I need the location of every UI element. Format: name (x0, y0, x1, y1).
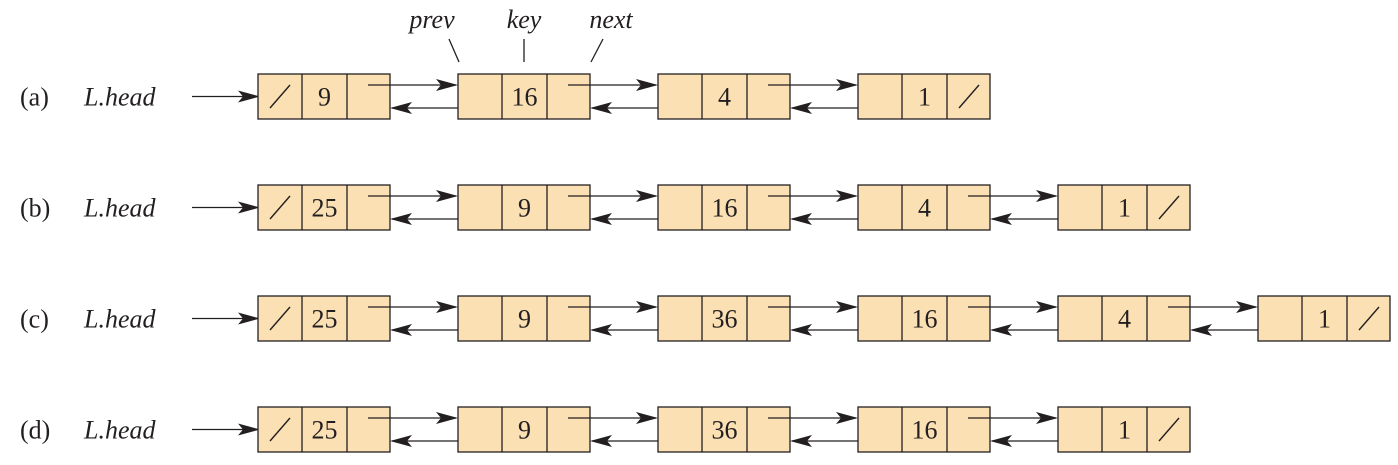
list-node: 16 (657, 184, 880, 231)
nil-prev-slash (269, 417, 291, 442)
node-box (857, 73, 991, 120)
nil-next-slash (1158, 195, 1180, 220)
node-key: 16 (512, 83, 538, 112)
node-key: 16 (712, 194, 738, 223)
list-node: 4 (1057, 295, 1280, 342)
node-box (1057, 184, 1191, 231)
node-box (857, 406, 991, 453)
list-node: 36 (657, 406, 880, 453)
list-node: 9 (457, 295, 680, 342)
node-key: 25 (312, 416, 338, 445)
node-box (857, 184, 991, 231)
node-box (457, 73, 591, 120)
head-label: L.head (83, 194, 157, 223)
node-key: 16 (912, 416, 938, 445)
list-row: (d) L.head 25 9 36 16 1 (20, 406, 1191, 453)
node-key: 36 (712, 416, 738, 445)
nil-prev-slash (269, 195, 291, 220)
list-node: 16 (857, 295, 1080, 342)
list-row: (b) L.head 25 9 16 4 1 (20, 184, 1191, 231)
key-field-label: key (507, 5, 542, 34)
node-key: 1 (1118, 416, 1131, 445)
next-field-label: next (589, 5, 633, 34)
nil-next-slash (1358, 306, 1380, 331)
list-node: 9 (457, 184, 680, 231)
list-row: (c) L.head 25 9 36 16 4 1 (20, 295, 1391, 342)
node-key: 25 (312, 194, 338, 223)
node-key: 9 (518, 416, 531, 445)
list-node: 9 (257, 73, 480, 120)
node-box (1057, 406, 1191, 453)
node-box (1057, 295, 1191, 342)
node-box (657, 73, 791, 120)
list-node: 16 (857, 406, 1080, 453)
node-key: 4 (918, 194, 931, 223)
row-label: (a) (20, 83, 49, 112)
node-box (1257, 295, 1391, 342)
list-node: 36 (657, 295, 880, 342)
nil-next-slash (958, 84, 980, 109)
node-box (457, 295, 591, 342)
nil-prev-slash (269, 84, 291, 109)
node-key: 25 (312, 305, 338, 334)
field-legend: prev key next (407, 5, 633, 63)
list-row: (a) L.head 9 16 4 1 (20, 73, 991, 120)
node-key: 9 (318, 83, 331, 112)
prev-field-label: prev (407, 5, 455, 34)
next-field-pointer-line (590, 38, 604, 63)
node-box (457, 184, 591, 231)
prev-field-pointer-line (448, 38, 460, 63)
node-box (657, 295, 791, 342)
list-node: 1 (857, 73, 991, 120)
list-node: 1 (1257, 295, 1391, 342)
list-node: 4 (657, 73, 880, 120)
row-label: (b) (20, 194, 50, 223)
node-key: 1 (1118, 194, 1131, 223)
nil-next-slash (1158, 417, 1180, 442)
node-box (857, 295, 991, 342)
node-key: 36 (712, 305, 738, 334)
list-node: 25 (257, 295, 480, 342)
node-key: 1 (1318, 305, 1331, 334)
node-key: 1 (918, 83, 931, 112)
node-box (657, 406, 791, 453)
node-key: 9 (518, 305, 531, 334)
list-rows: (a) L.head 9 16 4 1 (b) L.head 25 9 16 4 1 (c) L.head 2… (20, 73, 1391, 453)
list-node: 1 (1057, 406, 1191, 453)
list-node: 1 (1057, 184, 1191, 231)
node-key: 4 (1118, 305, 1131, 334)
list-node: 4 (857, 184, 1080, 231)
head-label: L.head (83, 416, 157, 445)
row-label: (d) (20, 416, 50, 445)
node-key: 9 (518, 194, 531, 223)
node-key: 4 (718, 83, 731, 112)
list-node: 16 (457, 73, 680, 120)
list-node: 25 (257, 406, 480, 453)
node-key: 16 (912, 305, 938, 334)
head-label: L.head (83, 305, 157, 334)
head-label: L.head (83, 83, 157, 112)
node-box (457, 406, 591, 453)
row-label: (c) (20, 305, 49, 334)
list-node: 9 (457, 406, 680, 453)
node-box (657, 184, 791, 231)
list-node: 25 (257, 184, 480, 231)
nil-prev-slash (269, 306, 291, 331)
